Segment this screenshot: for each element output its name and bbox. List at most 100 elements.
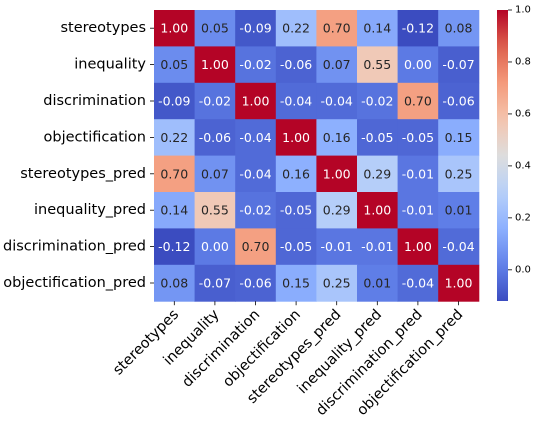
cell-value-label: -0.01 [321, 239, 353, 254]
heatmap-cell [235, 10, 277, 47]
heatmap-cell [235, 264, 277, 302]
heatmap-cell [316, 46, 358, 84]
cell-value-label: 0.07 [201, 166, 229, 181]
cell-value-label: -0.06 [280, 57, 312, 72]
heatmap-cell [397, 46, 439, 84]
cell-value-label: 0.01 [445, 203, 473, 218]
heatmap-cell [194, 192, 236, 229]
cell-value-label: 0.22 [282, 21, 310, 36]
cell-value-label: -0.01 [361, 239, 393, 254]
colorbar-tick-label: 0.8 [515, 56, 531, 67]
cell-value-label: 0.05 [201, 21, 229, 36]
row-label: objectification [44, 129, 146, 145]
cell-value-label: 0.15 [445, 130, 473, 145]
heatmap-cell [154, 192, 196, 229]
heatmap-cell [438, 82, 480, 120]
heatmap-cell [235, 228, 277, 266]
cell-value-label: 1.00 [201, 57, 229, 72]
heatmap-cell [154, 228, 196, 266]
heatmap-cell [397, 192, 439, 229]
row-label: objectification_pred [3, 275, 146, 291]
cell-value-label: -0.02 [361, 94, 393, 109]
cell-value-label: -0.05 [402, 130, 434, 145]
cell-value-label: -0.02 [199, 94, 231, 109]
colorbar-tick-label: 0.6 [515, 108, 531, 119]
heatmap-cell [438, 192, 480, 229]
heatmap-cell [357, 228, 399, 266]
heatmap-cell [235, 82, 277, 120]
cell-value-label: 0.16 [282, 166, 310, 181]
heatmap-cell [275, 192, 317, 229]
heatmap-cell [235, 192, 277, 229]
row-label: discrimination_pred [3, 239, 146, 255]
row-label: discrimination [43, 93, 146, 109]
cell-value-label: -0.02 [239, 57, 271, 72]
heatmap-cell [154, 82, 196, 120]
heatmap-cell [235, 119, 277, 157]
heatmap-cell [316, 192, 358, 229]
heatmap-cell [275, 264, 317, 302]
cell-value-label: 0.25 [323, 276, 351, 291]
cell-value-label: -0.02 [239, 203, 271, 218]
heatmap-cell [357, 119, 399, 157]
cell-value-label: 0.15 [282, 276, 310, 291]
cell-value-label: -0.09 [158, 94, 190, 109]
cell-value-label: 0.07 [323, 57, 351, 72]
cell-value-label: 0.70 [242, 239, 270, 254]
heatmap-cell [438, 119, 480, 157]
cell-value-label: 0.00 [404, 57, 432, 72]
row-label: inequality [74, 57, 146, 73]
heatmap-cell [154, 46, 196, 84]
heatmap-cell [438, 46, 480, 84]
cell-value-label: -0.04 [442, 239, 474, 254]
cell-value-label: 1.00 [404, 239, 432, 254]
cell-value-label: 0.29 [323, 203, 351, 218]
colorbar: 0.0 0.2 0.4 0.6 0.8 1.0 [497, 5, 531, 301]
cell-value-label: 0.25 [445, 166, 473, 181]
cell-value-label: -0.07 [442, 57, 474, 72]
heatmap-cell [235, 155, 277, 193]
heatmap-cell [194, 82, 236, 120]
heatmap-cell [275, 46, 317, 84]
cell-value-label: -0.06 [199, 130, 231, 145]
row-labels: stereotypes inequality discrimination objec… [3, 20, 154, 291]
heatmap-cell [397, 155, 439, 193]
heatmap-cell [235, 46, 277, 84]
heatmap-cell [275, 10, 317, 47]
cell-value-label: 0.08 [445, 21, 473, 36]
heatmap-cell [194, 46, 236, 84]
cell-value-label: 0.14 [160, 203, 188, 218]
heatmap-cell [357, 155, 399, 193]
cell-value-label: -0.04 [239, 166, 271, 181]
heatmap-cell [316, 119, 358, 157]
cell-value-label: -0.01 [402, 166, 434, 181]
cell-value-label: -0.12 [158, 239, 190, 254]
heatmap-cell [316, 82, 358, 120]
heatmap-cell [316, 228, 358, 266]
colorbar-tick-label: 0.0 [515, 264, 531, 275]
cell-value-label: -0.09 [239, 21, 271, 36]
heatmap-cells: 1.00 0.05 -0.09 0.22 0.70 0.14 -0.12 0.08 0.05 1.… [154, 10, 480, 302]
heatmap-cell [275, 119, 317, 157]
heatmap-cell [154, 264, 196, 302]
cell-value-label: -0.04 [321, 94, 353, 109]
cell-value-label: 0.70 [404, 94, 432, 109]
cell-value-label: 0.55 [363, 57, 391, 72]
heatmap-cell [438, 264, 480, 302]
cell-value-label: 0.16 [323, 130, 351, 145]
colorbar-tick-label: 1.0 [515, 5, 531, 16]
cell-value-label: 0.14 [363, 21, 391, 36]
colorbar-tick-label: 0.4 [515, 160, 531, 171]
heatmap-cell [275, 82, 317, 120]
cell-value-label: 0.01 [363, 276, 391, 291]
row-label: inequality_pred [34, 202, 146, 218]
cell-value-label: 1.00 [445, 276, 473, 291]
heatmap-cell [154, 155, 196, 193]
cell-value-label: 0.70 [323, 21, 351, 36]
cell-value-label: -0.05 [280, 203, 312, 218]
heatmap-cell [194, 264, 236, 302]
cell-value-label: 1.00 [323, 166, 351, 181]
cell-value-label: -0.05 [280, 239, 312, 254]
cell-value-label: 0.29 [363, 166, 391, 181]
